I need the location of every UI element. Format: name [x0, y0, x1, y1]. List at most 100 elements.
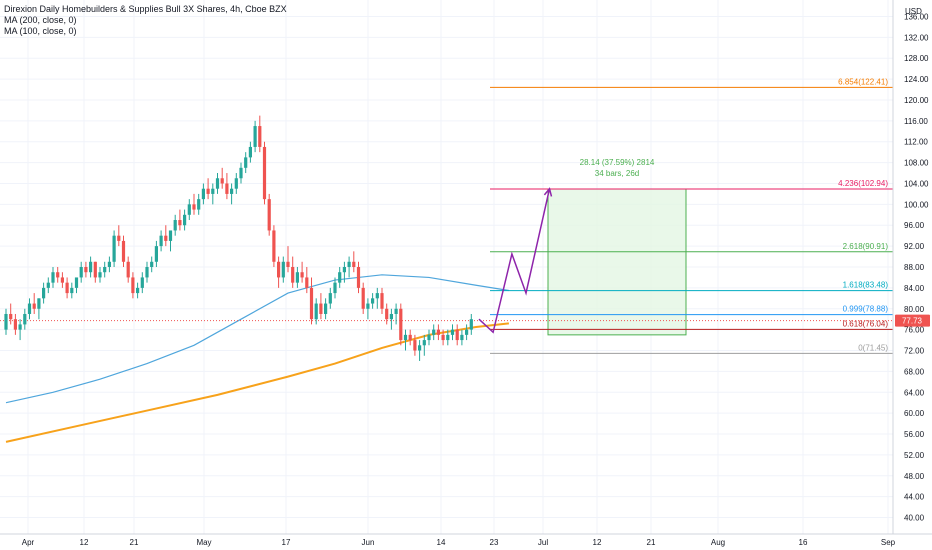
- projection-polyline[interactable]: [478, 188, 551, 334]
- y-tick-label: 128.00: [904, 54, 929, 63]
- candle-body: [281, 261, 285, 278]
- x-tick-label: Aug: [711, 538, 725, 547]
- candle-body: [267, 199, 271, 231]
- y-tick-label: 52.00: [904, 451, 925, 460]
- candle-body: [309, 287, 314, 320]
- candle-body: [356, 267, 361, 288]
- candle-body: [159, 235, 163, 247]
- x-tick-label: 21: [130, 538, 139, 547]
- y-tick-label: 84.00: [904, 284, 925, 293]
- candle-body: [60, 277, 64, 283]
- time-axis[interactable]: Apr 12 21 May 17 Jun 14 23 Jul 12 21 Aug 16 Sep: [22, 538, 896, 547]
- fib-level-label: 2.618(90.91): [843, 242, 889, 251]
- price-axis[interactable]: 40.00 44.00 48.00 52.00 56.00 60.00 64.00 68.00…: [904, 12, 929, 522]
- candle-body: [342, 267, 346, 273]
- chart-legend: Direxion Daily Homebuilders & Supplies B…: [4, 4, 287, 37]
- x-tick-label: 17: [282, 538, 291, 547]
- last-price-label: 77.73: [895, 314, 930, 327]
- y-tick-label: 88.00: [904, 263, 925, 272]
- candle-body: [352, 261, 356, 267]
- plot-area: [0, 0, 893, 550]
- y-tick-label: 100.00: [904, 200, 929, 209]
- y-tick-label: 116.00: [904, 117, 928, 126]
- candle-body: [441, 334, 445, 341]
- candle-body: [258, 126, 262, 147]
- y-tick-label: 104.00: [904, 179, 929, 188]
- x-tick-label: May: [196, 538, 211, 547]
- fib-level-label: 4.236(102.94): [838, 179, 888, 188]
- candle-body: [446, 334, 450, 341]
- x-tick-label: Apr: [22, 538, 35, 547]
- candle-body: [347, 261, 351, 267]
- target-box[interactable]: [547, 188, 687, 336]
- candle-body: [23, 313, 27, 325]
- candle-body: [93, 261, 97, 278]
- fib-level-label: 0.618(76.04): [843, 319, 889, 328]
- candle-body: [432, 329, 436, 335]
- y-tick-label: 60.00: [904, 409, 925, 418]
- candle-body: [389, 313, 393, 320]
- candle-body: [319, 303, 323, 314]
- projection-arrowhead: [543, 187, 553, 197]
- candlesticks: [4, 115, 473, 361]
- candle-body: [394, 308, 398, 314]
- y-tick-label: 44.00: [904, 493, 925, 502]
- y-tick-label: 132.00: [904, 33, 929, 42]
- candle-body: [173, 220, 177, 231]
- y-tick-label: 112.00: [904, 138, 928, 147]
- candle-body: [9, 313, 13, 320]
- candle-body: [460, 334, 464, 341]
- candle-body: [112, 235, 116, 262]
- candle-body: [192, 204, 196, 210]
- y-tick-label: 72.00: [904, 347, 925, 356]
- candle-body: [89, 261, 93, 273]
- candle-body: [215, 178, 220, 189]
- candle-body: [403, 334, 408, 341]
- candle-body: [380, 293, 384, 309]
- candle-body: [117, 235, 121, 241]
- candle-body: [338, 272, 342, 283]
- x-tick-label: 12: [593, 538, 602, 547]
- candle-body: [74, 277, 79, 288]
- grid-lines: [0, 0, 893, 534]
- candle-body: [201, 188, 205, 200]
- y-tick-label: 40.00: [904, 514, 925, 523]
- candle-body: [427, 334, 431, 341]
- candle-body: [70, 287, 74, 294]
- candle-body: [56, 272, 60, 278]
- candle-body: [136, 287, 140, 294]
- fib-extension[interactable]: 28.14 (37.59%) 2814 34 bars, 26d 6.854(122…: [0, 77, 893, 354]
- ma100-legend: MA (100, close, 0): [4, 26, 77, 36]
- y-tick-label: 48.00: [904, 472, 925, 481]
- candle-body: [253, 126, 257, 147]
- ma200-legend: MA (200, close, 0): [4, 15, 77, 25]
- candle-body: [413, 340, 417, 351]
- candle-body: [18, 324, 22, 330]
- candle-body: [305, 277, 309, 288]
- candle-body: [51, 272, 55, 283]
- candle-body: [399, 308, 403, 341]
- y-tick-label: 108.00: [904, 159, 929, 168]
- x-tick-label: 21: [647, 538, 656, 547]
- candle-body: [272, 230, 276, 262]
- y-tick-label: 56.00: [904, 430, 925, 439]
- y-tick-label: 136.00: [904, 12, 929, 21]
- fib-level-label: 6.854(122.41): [838, 77, 888, 86]
- candle-body: [385, 308, 389, 320]
- last-price-text: 77.73: [902, 317, 923, 326]
- y-tick-label: 76.00: [904, 326, 925, 335]
- candle-body: [375, 293, 379, 299]
- candle-body: [277, 261, 281, 278]
- candle-body: [286, 261, 290, 267]
- projection-path[interactable]: [478, 187, 553, 334]
- candle-body: [239, 167, 243, 179]
- x-tick-label: 14: [437, 538, 446, 547]
- candle-body: [140, 277, 144, 288]
- candle-body: [465, 329, 469, 335]
- candle-body: [164, 235, 168, 241]
- y-tick-label: 92.00: [904, 242, 925, 251]
- y-tick-label: 120.00: [904, 96, 929, 105]
- y-tick-label: 124.00: [904, 75, 929, 84]
- candle-body: [27, 303, 32, 314]
